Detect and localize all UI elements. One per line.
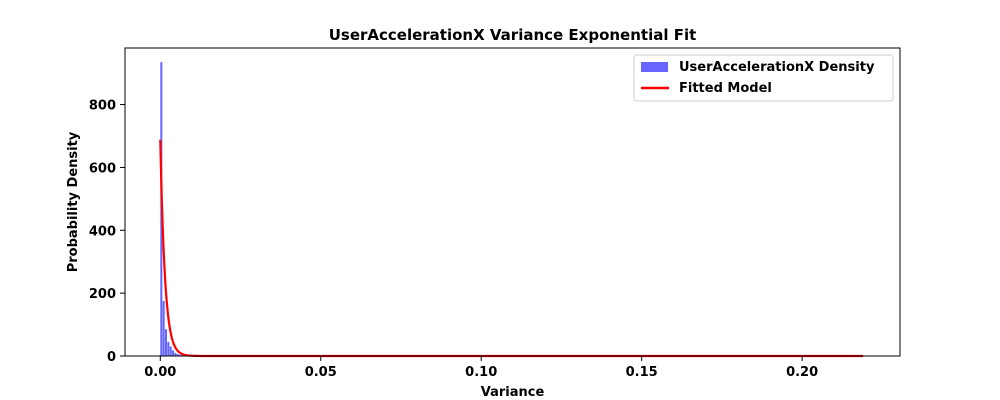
histogram-bar xyxy=(179,354,182,356)
histogram-bar xyxy=(164,329,168,356)
y-axis-label: Probability Density xyxy=(66,131,81,272)
histogram-bar xyxy=(174,352,177,356)
histogram-bar xyxy=(172,350,175,356)
x-tick-label: 0.10 xyxy=(465,365,497,380)
histogram-bar xyxy=(162,301,165,356)
plot-area xyxy=(159,62,864,358)
x-tick-label: 0.15 xyxy=(626,365,658,380)
x-tick-label: 0.05 xyxy=(305,365,337,380)
histogram-bar xyxy=(176,354,179,356)
legend-swatch-density xyxy=(641,62,668,72)
histogram-bar xyxy=(169,346,172,356)
y-axis: 0 200 400 600 800 xyxy=(89,99,125,365)
legend: UserAccelerationX Density Fitted Model xyxy=(633,54,894,102)
x-axis-label: Variance xyxy=(481,385,545,400)
fitted-model-line xyxy=(159,139,864,358)
chart-title: UserAccelerationX Variance Exponential F… xyxy=(329,26,697,44)
histogram-bar xyxy=(167,341,170,356)
legend-label-fitted: Fitted Model xyxy=(679,81,772,96)
y-tick-label: 200 xyxy=(89,287,116,302)
y-tick-label: 600 xyxy=(89,161,116,176)
legend-label-density: UserAccelerationX Density xyxy=(679,60,875,75)
y-tick-label: 0 xyxy=(107,350,116,365)
x-tick-label: 0.20 xyxy=(786,365,818,380)
x-tick-label: 0.00 xyxy=(144,365,176,380)
y-tick-label: 800 xyxy=(89,99,116,114)
x-axis: 0.00 0.05 0.10 0.15 0.20 xyxy=(144,356,818,380)
plot-frame xyxy=(124,47,901,357)
y-tick-label: 400 xyxy=(89,224,116,239)
legend-box xyxy=(633,54,894,102)
